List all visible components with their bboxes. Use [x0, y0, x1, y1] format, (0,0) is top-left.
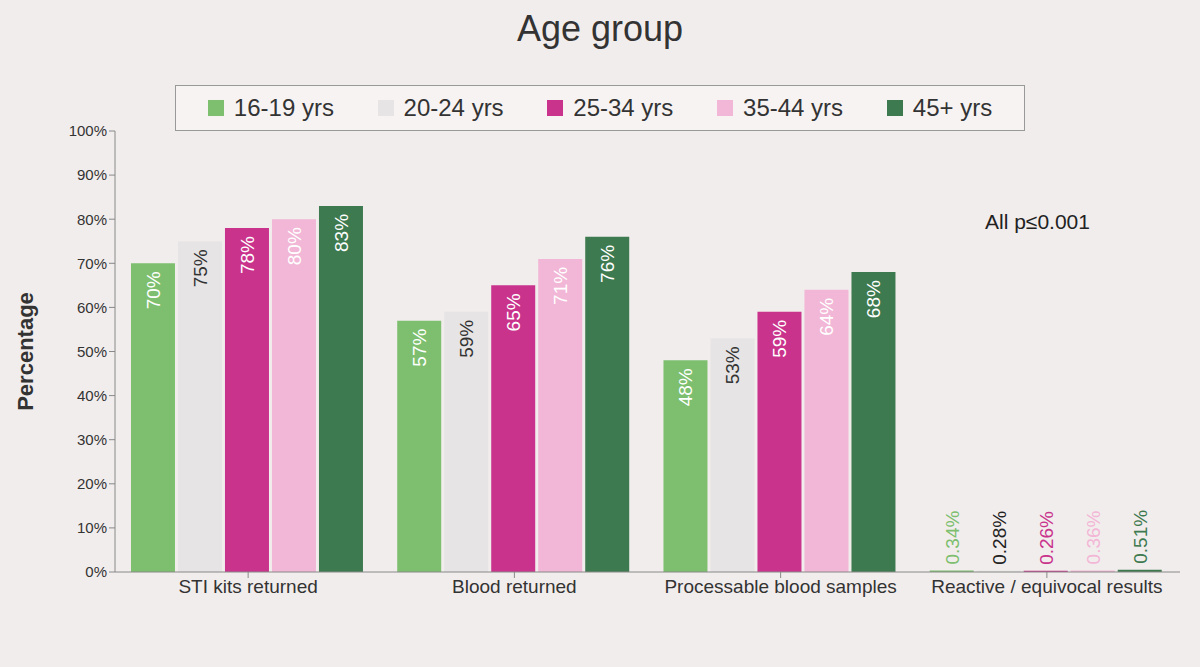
svg-text:80%: 80% [284, 227, 305, 265]
svg-text:20%: 20% [77, 475, 107, 492]
svg-text:80%: 80% [77, 211, 107, 228]
svg-text:76%: 76% [597, 245, 618, 283]
svg-text:57%: 57% [409, 329, 430, 367]
svg-text:Percentage: Percentage [13, 292, 38, 411]
svg-text:0%: 0% [85, 563, 107, 580]
html-text:16-19 yrs: 16-19 yrs [233, 94, 334, 121]
svg-text:90%: 90% [77, 166, 107, 183]
svg-text:59%: 59% [456, 320, 477, 358]
html-text:35-44 yrs: 35-44 yrs [743, 94, 844, 121]
svg-text:0.26%: 0.26% [1036, 511, 1057, 565]
svg-text:Reactive / equivocal results: Reactive / equivocal results [931, 576, 1162, 597]
svg-text:STI kits returned: STI kits returned [178, 576, 317, 597]
svg-text:78%: 78% [237, 236, 258, 274]
svg-text:40%: 40% [77, 387, 107, 404]
html-text:20-24 yrs: 20-24 yrs [403, 94, 504, 121]
svg-text:0.34%: 0.34% [942, 511, 963, 565]
svg-text:Processable blood samples: Processable blood samples [664, 576, 896, 597]
html-text:45+ yrs: 45+ yrs [912, 94, 993, 121]
svg-text:50%: 50% [77, 343, 107, 360]
html-text:All p≤0.001: All p≤0.001 [985, 210, 1090, 233]
svg-text:59%: 59% [769, 320, 790, 358]
svg-text:100%: 100% [69, 122, 107, 139]
svg-text:75%: 75% [190, 249, 211, 287]
svg-text:64%: 64% [816, 298, 837, 336]
svg-text:70%: 70% [77, 255, 107, 272]
html-text:25-34 yrs: 25-34 yrs [573, 94, 674, 121]
svg-text:0.36%: 0.36% [1083, 510, 1104, 564]
svg-text:Blood returned: Blood returned [452, 576, 577, 597]
svg-text:83%: 83% [331, 214, 352, 252]
svg-text:10%: 10% [77, 519, 107, 536]
svg-text:48%: 48% [675, 368, 696, 406]
svg-text:53%: 53% [722, 346, 743, 384]
svg-text:71%: 71% [550, 267, 571, 305]
svg-text:65%: 65% [503, 293, 524, 331]
svg-text:70%: 70% [143, 271, 164, 309]
svg-text:68%: 68% [863, 280, 884, 318]
svg-text:0.28%: 0.28% [989, 511, 1010, 565]
svg-text:0.51%: 0.51% [1130, 510, 1151, 564]
svg-text:60%: 60% [77, 299, 107, 316]
html-text:Age group: Age group [516, 8, 684, 49]
svg-text:30%: 30% [77, 431, 107, 448]
